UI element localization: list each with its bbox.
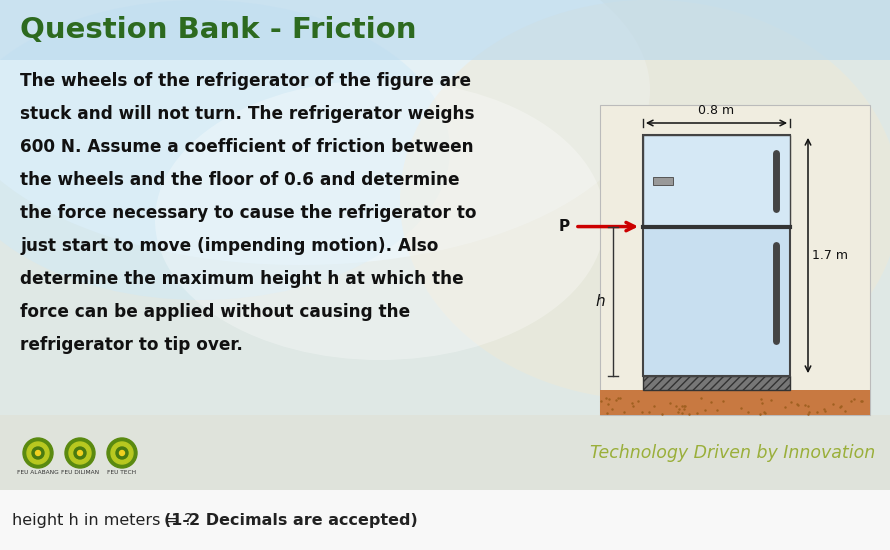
Bar	[643, 376, 790, 390]
Ellipse shape	[155, 80, 605, 360]
Text: 600 N. Assume a coefficient of friction between: 600 N. Assume a coefficient of friction …	[20, 138, 473, 156]
Circle shape	[32, 447, 44, 459]
Text: Question Bank - Friction: Question Bank - Friction	[20, 16, 417, 44]
Bar	[0, 0, 890, 490]
Circle shape	[74, 447, 86, 459]
Text: FEU ALABANG: FEU ALABANG	[17, 470, 59, 475]
Text: 0.8 m: 0.8 m	[699, 104, 734, 117]
Text: P: P	[559, 219, 570, 234]
Bar	[600, 390, 870, 415]
Bar	[0, 0, 890, 60]
Circle shape	[23, 438, 53, 468]
Bar	[0, 415, 890, 490]
Text: the force necessary to cause the refrigerator to: the force necessary to cause the refrige…	[20, 204, 476, 222]
Bar	[0, 490, 890, 550]
Bar	[653, 177, 673, 185]
Text: refrigerator to tip over.: refrigerator to tip over.	[20, 336, 243, 354]
Circle shape	[107, 438, 137, 468]
Bar	[643, 135, 790, 376]
Ellipse shape	[400, 0, 890, 400]
Circle shape	[69, 442, 91, 464]
Circle shape	[65, 438, 95, 468]
Circle shape	[77, 450, 83, 455]
Text: 1.7 m: 1.7 m	[812, 249, 848, 262]
Circle shape	[27, 442, 49, 464]
Bar	[0, 0, 890, 490]
Circle shape	[116, 447, 128, 459]
Bar	[643, 135, 790, 227]
Text: h: h	[595, 294, 605, 309]
Text: (1-2 Decimals are accepted): (1-2 Decimals are accepted)	[164, 513, 417, 527]
Circle shape	[111, 442, 133, 464]
Ellipse shape	[0, 0, 450, 300]
Circle shape	[119, 450, 125, 455]
Circle shape	[36, 450, 41, 455]
Text: height h in meters = ?: height h in meters = ?	[12, 513, 198, 527]
Text: FEU DILIMAN: FEU DILIMAN	[61, 470, 99, 475]
Text: just start to move (impending motion). Also: just start to move (impending motion). A…	[20, 237, 439, 255]
Bar	[600, 105, 870, 415]
Text: force can be applied without causing the: force can be applied without causing the	[20, 303, 410, 321]
Bar	[0, 415, 890, 490]
Text: Technology Driven by Innovation: Technology Driven by Innovation	[590, 444, 875, 462]
Text: the wheels and the floor of 0.6 and determine: the wheels and the floor of 0.6 and dete…	[20, 171, 459, 189]
Text: stuck and will not turn. The refrigerator weighs: stuck and will not turn. The refrigerato…	[20, 105, 474, 123]
Text: FEU TECH: FEU TECH	[108, 470, 136, 475]
Ellipse shape	[0, 0, 650, 265]
Text: determine the maximum height h at which the: determine the maximum height h at which …	[20, 270, 464, 288]
Text: The wheels of the refrigerator of the figure are: The wheels of the refrigerator of the fi…	[20, 72, 471, 90]
